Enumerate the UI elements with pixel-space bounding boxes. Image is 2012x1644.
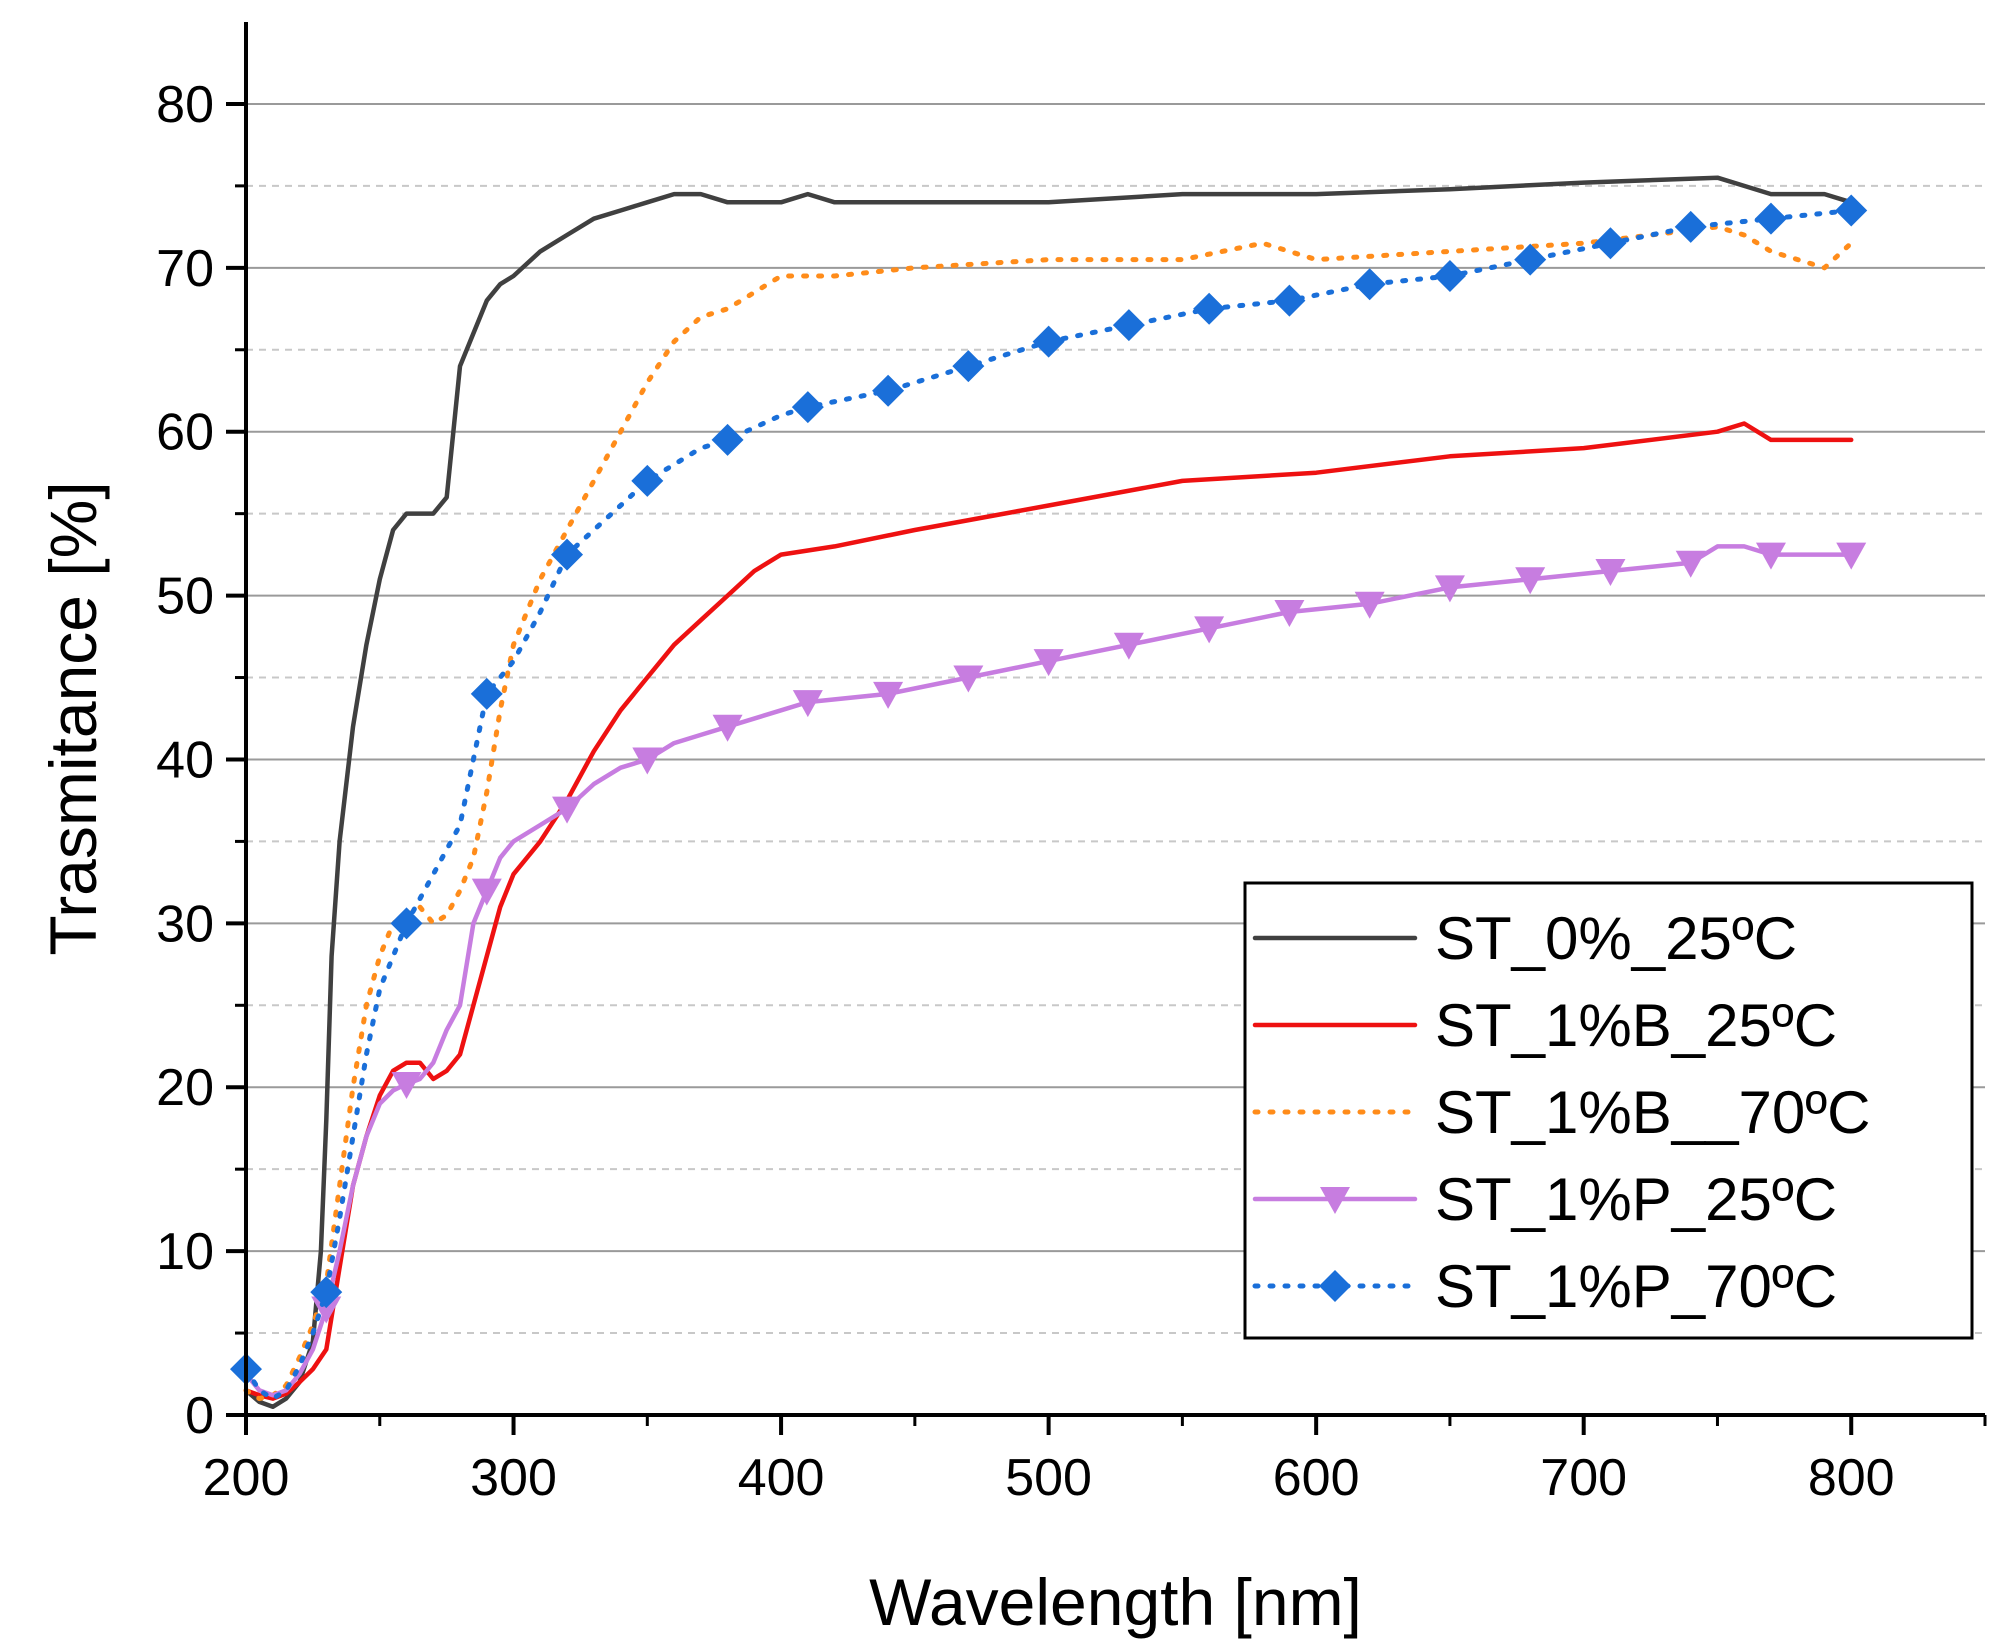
legend-label: ST_1%P_70ºC bbox=[1435, 1253, 1837, 1320]
data-point-marker bbox=[1514, 243, 1547, 276]
x-tick-label: 500 bbox=[1005, 1449, 1092, 1507]
data-point-marker bbox=[1433, 260, 1466, 293]
x-axis-title: Wavelength [nm] bbox=[869, 1565, 1362, 1639]
y-tick-label: 50 bbox=[156, 568, 214, 626]
y-tick-label: 40 bbox=[156, 731, 214, 789]
data-point-marker bbox=[792, 690, 823, 718]
series-3 bbox=[243, 542, 1867, 1398]
x-tick-label: 600 bbox=[1273, 1449, 1360, 1507]
y-tick-label: 70 bbox=[156, 240, 214, 298]
data-point-marker bbox=[952, 350, 985, 383]
legend-box bbox=[1243, 881, 1974, 1340]
data-point-marker bbox=[1112, 309, 1145, 342]
data-point-marker bbox=[391, 1071, 422, 1099]
data-point-marker bbox=[1594, 227, 1627, 260]
series-1 bbox=[243, 421, 1854, 1401]
legend: ST_0%_25ºC ST_1%B_25ºC ST_1%B__70ºC ST_1%P_… bbox=[1243, 881, 1974, 1340]
series-line bbox=[243, 175, 1854, 1410]
data-point-marker bbox=[1835, 194, 1868, 227]
data-point-marker bbox=[1755, 542, 1786, 570]
data-point-marker bbox=[712, 714, 743, 742]
data-point-marker bbox=[1836, 542, 1867, 570]
data-point-marker bbox=[1274, 599, 1305, 627]
x-tick-label: 700 bbox=[1540, 1449, 1627, 1507]
legend-swatch-marker bbox=[1319, 1270, 1351, 1302]
data-point-marker bbox=[1032, 325, 1065, 358]
data-point-marker bbox=[311, 1296, 342, 1324]
data-point-marker bbox=[310, 1276, 343, 1309]
legend-label: ST_0%_25ºC bbox=[1435, 905, 1797, 972]
y-tick-label: 10 bbox=[156, 1223, 214, 1281]
data-point-marker bbox=[1595, 559, 1626, 587]
series-line bbox=[243, 421, 1854, 1401]
data-point-marker bbox=[1194, 616, 1225, 644]
data-point-marker bbox=[1674, 210, 1707, 243]
y-tick-label: 20 bbox=[156, 1059, 214, 1117]
series-2 bbox=[243, 224, 1854, 1402]
data-point-marker bbox=[1354, 591, 1385, 619]
legend-label: ST_1%B_25ºC bbox=[1435, 992, 1837, 1059]
y-tick-label: 30 bbox=[156, 895, 214, 953]
data-point-marker bbox=[1033, 649, 1064, 677]
data-point-marker bbox=[1754, 202, 1787, 235]
series-0 bbox=[243, 175, 1854, 1410]
axes: 0 10 20 30 40 50 60 70 80 200 300 400 500 600 700 800 bbox=[156, 22, 1987, 1507]
x-tick-label: 200 bbox=[203, 1449, 290, 1507]
x-tick-label: 800 bbox=[1808, 1449, 1895, 1507]
legend-label: ST_1%B__70ºC bbox=[1435, 1079, 1871, 1146]
data-point-marker bbox=[390, 907, 423, 940]
data-point-marker bbox=[1515, 567, 1546, 595]
data-point-marker bbox=[873, 681, 904, 709]
y-tick-label: 80 bbox=[156, 76, 214, 134]
data-point-marker bbox=[1675, 550, 1706, 578]
data-point-marker bbox=[711, 423, 744, 456]
data-point-marker bbox=[791, 391, 824, 424]
series-line bbox=[243, 224, 1854, 1402]
x-tick-label: 400 bbox=[738, 1449, 825, 1507]
data-point-marker bbox=[1353, 268, 1386, 301]
x-tick-label: 300 bbox=[470, 1449, 557, 1507]
data-point-marker bbox=[1193, 292, 1226, 325]
data-point-marker bbox=[470, 677, 503, 710]
data-point-marker bbox=[551, 538, 584, 571]
data-point-marker bbox=[1273, 284, 1306, 317]
data-point-marker bbox=[953, 665, 984, 693]
legend-swatch-marker bbox=[1320, 1187, 1350, 1214]
y-tick-label: 60 bbox=[156, 404, 214, 462]
series-line bbox=[243, 208, 1854, 1402]
data-point-marker bbox=[631, 464, 664, 497]
series-line bbox=[243, 544, 1854, 1398]
data-point-marker bbox=[1434, 575, 1465, 603]
y-tick-label: 0 bbox=[185, 1387, 214, 1445]
data-point-marker bbox=[471, 878, 502, 906]
data-point-marker bbox=[872, 374, 905, 407]
data-point-marker bbox=[632, 747, 663, 775]
y-axis-title: Trasmitance [%] bbox=[36, 481, 110, 955]
data-point-marker bbox=[552, 796, 583, 824]
legend-label: ST_1%P_25ºC bbox=[1435, 1166, 1837, 1233]
data-point-marker bbox=[1113, 632, 1144, 660]
